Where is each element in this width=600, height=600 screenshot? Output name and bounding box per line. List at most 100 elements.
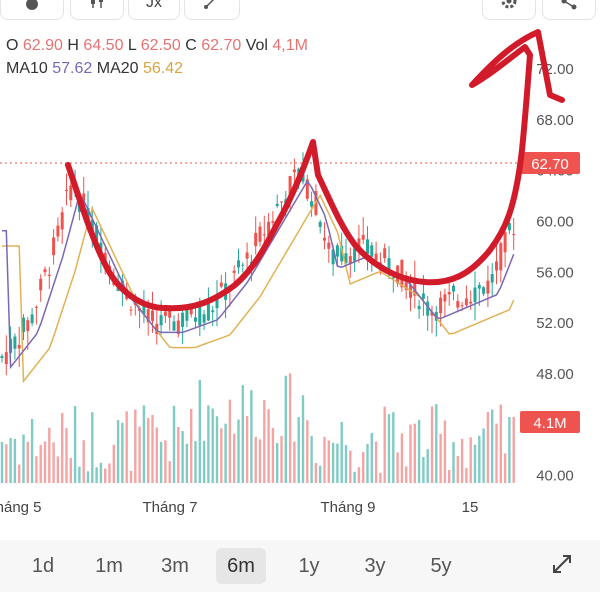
candle-body	[370, 245, 374, 257]
drawing-tool-button[interactable]	[184, 0, 240, 20]
volume-bar	[366, 444, 369, 483]
volume-bar	[245, 416, 249, 483]
volume-bar	[82, 440, 85, 483]
volume-bar	[379, 472, 382, 483]
candle-body	[69, 185, 73, 201]
candle-body	[430, 311, 434, 316]
volume-bar	[374, 441, 378, 483]
price-tick-label: 56.00	[536, 264, 574, 281]
volume-bar	[121, 422, 124, 483]
candle-body	[181, 312, 185, 327]
volume-bar	[48, 427, 51, 483]
volume-bar	[482, 428, 485, 483]
volume-bar	[207, 405, 210, 483]
candle-body	[413, 277, 417, 296]
candle-body	[34, 306, 38, 308]
time-tick-label: Tháng 7	[142, 499, 197, 516]
volume-bar	[284, 375, 287, 483]
volume-bar	[495, 423, 498, 483]
volume-bar	[383, 406, 386, 483]
volume-bar	[392, 412, 395, 483]
volume-bar	[142, 405, 146, 483]
volume-bar	[486, 411, 490, 483]
volume-bar	[241, 385, 244, 483]
volume-bar	[78, 466, 81, 483]
candle-body	[95, 225, 99, 243]
volume-bar	[151, 414, 154, 483]
volume-bar	[30, 418, 34, 483]
range-1m-button[interactable]: 1m	[95, 554, 123, 577]
volume-bar	[460, 438, 464, 483]
candle-body	[469, 301, 473, 304]
ohlc-readout: O 62.90 H 64.50 L 62.50 C 62.70 Vol 4,1M	[6, 37, 308, 55]
candle-body	[353, 248, 357, 262]
range-6m-button[interactable]: 6m	[216, 548, 266, 584]
fullscreen-button[interactable]	[546, 550, 578, 582]
volume-bar	[39, 444, 42, 483]
candle-body	[374, 253, 378, 261]
volume-bar	[112, 444, 115, 483]
volume-bar	[18, 464, 21, 483]
candle-body	[155, 323, 159, 335]
candle-body	[443, 294, 447, 302]
volume-bar	[254, 436, 257, 483]
cup-handle-annotation	[65, 29, 565, 312]
volume-bar	[22, 434, 25, 483]
volume-bar	[280, 436, 283, 483]
candle-body	[507, 223, 511, 231]
volume-bar	[323, 436, 326, 483]
volume-bar	[331, 442, 335, 483]
candle-body	[30, 314, 34, 324]
candle-body	[129, 309, 133, 311]
candle-body	[383, 248, 387, 259]
volume-bar	[181, 431, 184, 483]
candle-body	[176, 320, 180, 334]
settings-button[interactable]	[482, 0, 536, 20]
candle-body	[417, 305, 421, 310]
volume-label: Vol	[245, 37, 268, 54]
volume-bar	[353, 471, 356, 483]
ma20-value: 56.42	[143, 60, 184, 77]
candle-body	[280, 201, 283, 203]
ma20-label: MA20	[96, 60, 139, 77]
volume-bar	[228, 399, 232, 483]
candle-body	[189, 305, 193, 315]
candle-body	[503, 232, 507, 253]
range-1y-button[interactable]: 1y	[298, 554, 320, 577]
range-5y-button[interactable]: 5y	[430, 554, 452, 577]
candle-body	[198, 306, 202, 326]
volume-bar	[86, 471, 90, 483]
volume-bar	[465, 468, 468, 483]
volume-bar	[499, 404, 502, 483]
volume-bar	[271, 427, 275, 483]
volume-bar	[147, 417, 150, 483]
candle-type-button[interactable]	[70, 0, 124, 20]
volume-bar	[5, 444, 8, 483]
share-button[interactable]	[542, 0, 596, 20]
volume-bar	[91, 412, 94, 483]
candle-body	[473, 287, 477, 303]
function-fx-button[interactable]: Jx	[128, 0, 180, 20]
candle-body	[400, 259, 404, 288]
range-3m-button[interactable]: 3m	[161, 554, 189, 577]
volume-bar	[177, 426, 180, 483]
range-1d-button[interactable]: 1d	[31, 554, 55, 577]
range-3y-button[interactable]: 3y	[364, 554, 386, 577]
chart-canvas[interactable]: 72.0068.0064.0060.0056.0052.0048.0044.00…	[0, 0, 600, 520]
volume-bar	[194, 441, 197, 483]
volume-bar	[319, 465, 322, 483]
volume-bar	[422, 456, 425, 483]
candle-body	[262, 234, 266, 236]
volume-bar	[13, 438, 17, 483]
indicator-drop-button[interactable]	[0, 0, 64, 20]
volume-bar	[310, 436, 313, 483]
volume-bar	[452, 442, 455, 483]
candle-body	[456, 301, 460, 308]
candle-body	[47, 274, 51, 276]
candle-body	[237, 260, 240, 268]
expand-arrows-icon	[550, 552, 574, 581]
volume-bar	[349, 450, 352, 483]
volume-bar	[417, 419, 421, 483]
price-chart[interactable]: 72.0068.0064.0060.0056.0052.0048.0044.00…	[0, 0, 600, 520]
candle-body	[163, 311, 167, 316]
